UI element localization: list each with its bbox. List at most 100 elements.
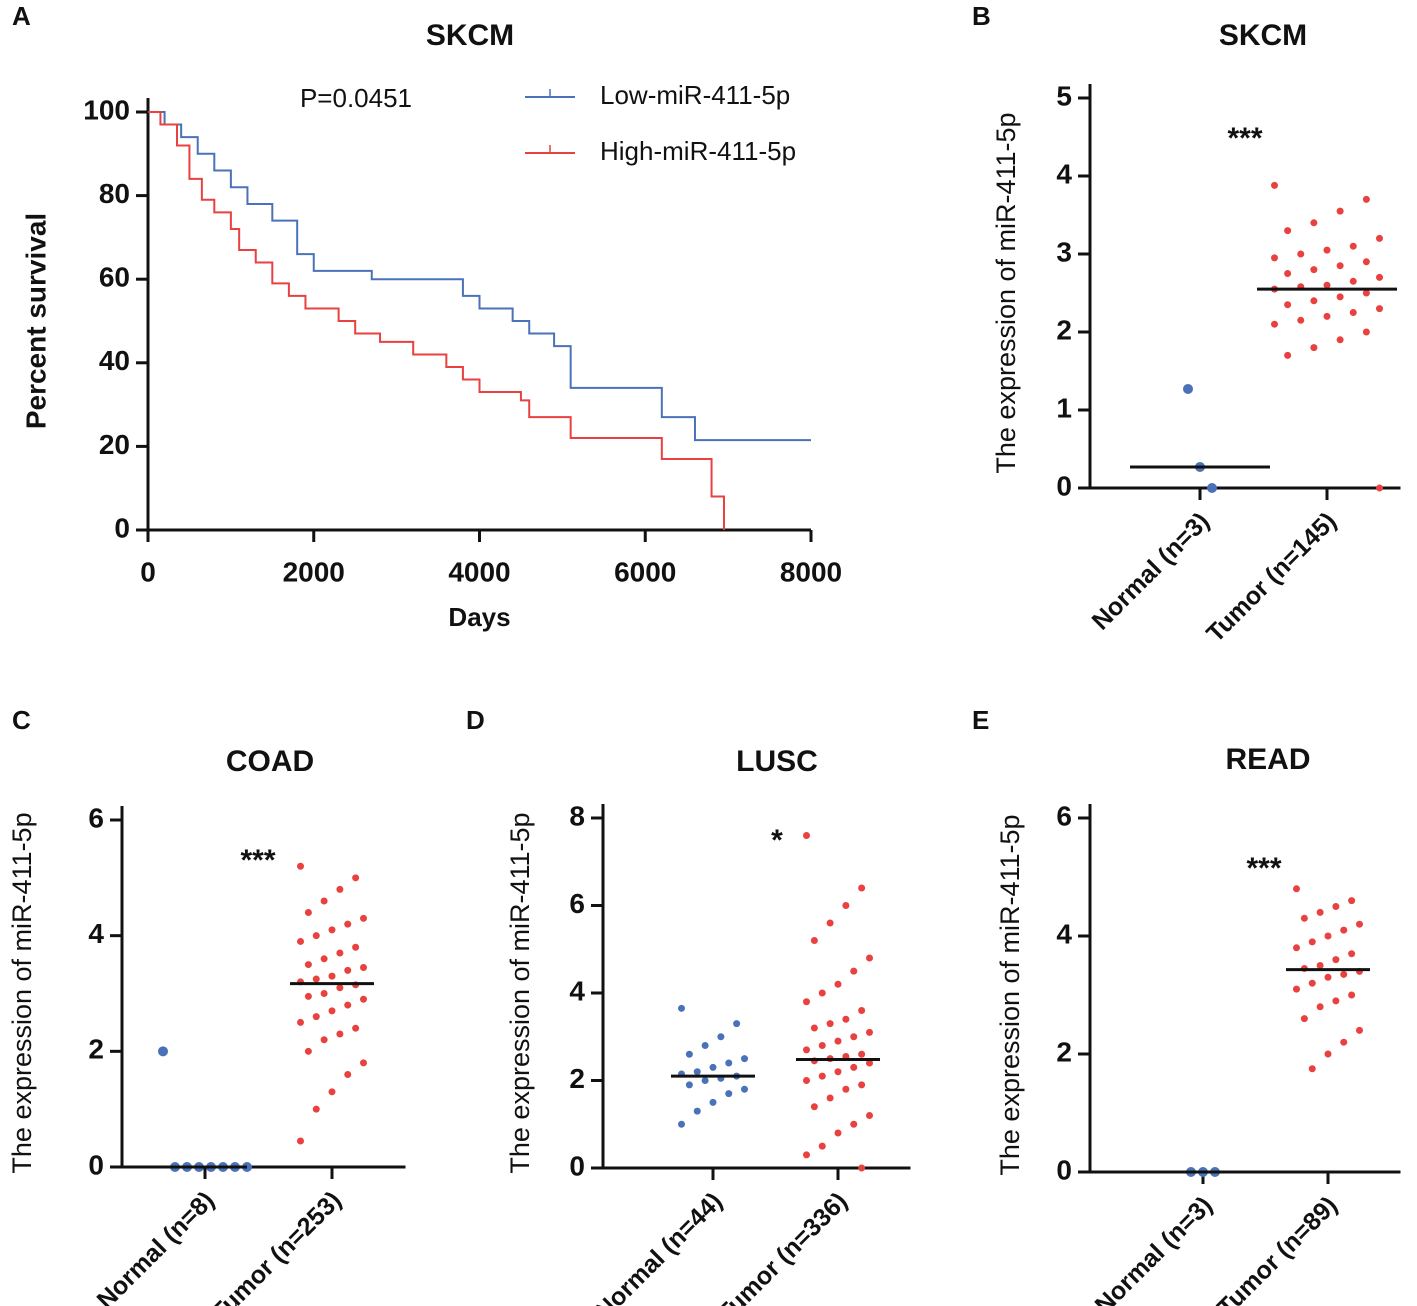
data-point <box>1183 383 1193 394</box>
panel-label: C <box>12 705 31 735</box>
data-point <box>360 914 367 922</box>
data-point <box>312 1013 320 1021</box>
data-point <box>842 1015 850 1023</box>
data-point <box>1324 932 1332 940</box>
data-point <box>328 926 336 934</box>
data-point <box>304 909 312 917</box>
data-point <box>810 1024 818 1032</box>
data-point <box>1348 991 1356 999</box>
data-point <box>320 990 328 997</box>
y-axis-label: The expression of miR-411-5p <box>7 812 37 1173</box>
y-tick-label: 40 <box>99 345 130 376</box>
data-point <box>834 1068 842 1076</box>
y-tick-label: 5 <box>1056 80 1072 111</box>
data-point <box>678 1120 685 1128</box>
data-point <box>1310 344 1318 352</box>
data-point <box>741 1055 748 1063</box>
x-tick-label: 6000 <box>614 556 676 587</box>
data-point <box>1332 997 1340 1005</box>
data-point <box>850 1120 858 1128</box>
data-point <box>360 963 367 971</box>
panel-label: A <box>12 1 31 31</box>
data-point <box>803 998 810 1006</box>
legend-label: High-miR-411-5p <box>600 136 796 166</box>
chart-title: SKCM <box>426 19 514 52</box>
data-point <box>360 1059 367 1067</box>
y-tick-label: 20 <box>99 429 130 460</box>
data-point <box>866 1112 873 1119</box>
y-axis-label: The expression of miR-411-5p <box>505 812 535 1173</box>
y-tick-label: 4 <box>1056 918 1072 949</box>
panel-label: D <box>466 705 485 735</box>
data-point <box>810 937 818 944</box>
data-point <box>1362 195 1370 203</box>
data-point <box>709 1098 717 1106</box>
data-point <box>709 1063 717 1071</box>
data-point <box>818 1142 826 1150</box>
x-tick-label: Normal (n=44) <box>590 1187 728 1306</box>
annotation: *** <box>240 844 275 877</box>
data-point <box>360 995 367 1003</box>
y-tick-label: 2 <box>88 1034 104 1065</box>
data-point <box>1293 985 1300 993</box>
data-point <box>336 949 344 957</box>
data-point <box>352 874 360 882</box>
data-point <box>1316 908 1324 916</box>
data-point <box>850 1063 858 1071</box>
data-point <box>312 932 320 940</box>
data-point <box>1207 483 1217 493</box>
data-point <box>1349 277 1357 285</box>
data-point <box>818 989 826 997</box>
y-tick-label: 2 <box>1056 1036 1072 1067</box>
annotation: *** <box>1246 852 1281 885</box>
data-point <box>1316 962 1324 969</box>
y-tick-label: 0 <box>88 1149 104 1180</box>
data-point <box>328 1088 336 1096</box>
data-point <box>826 1020 834 1028</box>
x-tick-label: Tumor (n=89) <box>1212 1191 1343 1306</box>
data-point <box>725 1059 733 1067</box>
data-point <box>1348 950 1356 958</box>
data-point <box>344 1070 352 1078</box>
data-point <box>803 1151 810 1159</box>
x-tick-label: Normal (n=3) <box>1087 507 1215 635</box>
data-point <box>858 1081 866 1089</box>
data-point <box>1308 938 1316 946</box>
data-point <box>866 954 873 962</box>
data-point <box>320 1036 328 1044</box>
y-tick-label: 6 <box>1056 800 1072 831</box>
data-point <box>678 1004 685 1012</box>
data-point <box>1336 336 1344 344</box>
data-point <box>1284 270 1292 277</box>
data-point <box>1323 281 1331 289</box>
annotation: * <box>771 824 783 857</box>
data-point <box>344 1001 352 1009</box>
data-point <box>328 1007 336 1015</box>
data-point <box>158 1046 168 1057</box>
y-tick-label: 0 <box>114 512 130 543</box>
data-point <box>685 1050 693 1058</box>
data-point <box>1284 351 1292 359</box>
data-point <box>1332 903 1340 910</box>
x-tick-label: Normal (n=8) <box>92 1186 220 1306</box>
data-point <box>312 975 320 983</box>
y-tick-label: 4 <box>569 975 585 1006</box>
chart-title: COAD <box>226 745 314 778</box>
data-point <box>1336 207 1344 215</box>
data-point <box>320 955 328 963</box>
data-point <box>826 1094 834 1102</box>
data-point <box>818 1042 826 1049</box>
data-point <box>1348 897 1356 905</box>
legend-label: Low-miR-411-5p <box>600 80 790 110</box>
x-tick-label: 2000 <box>283 556 345 587</box>
data-point <box>1349 309 1357 316</box>
y-axis-label: The expression of miR-411-5p <box>991 112 1021 473</box>
data-point <box>1271 254 1278 262</box>
data-point <box>850 1033 858 1041</box>
data-point <box>1376 273 1383 281</box>
data-point <box>1356 1026 1363 1034</box>
data-point <box>1310 219 1318 227</box>
data-point <box>1323 246 1331 254</box>
data-point <box>1324 973 1332 981</box>
